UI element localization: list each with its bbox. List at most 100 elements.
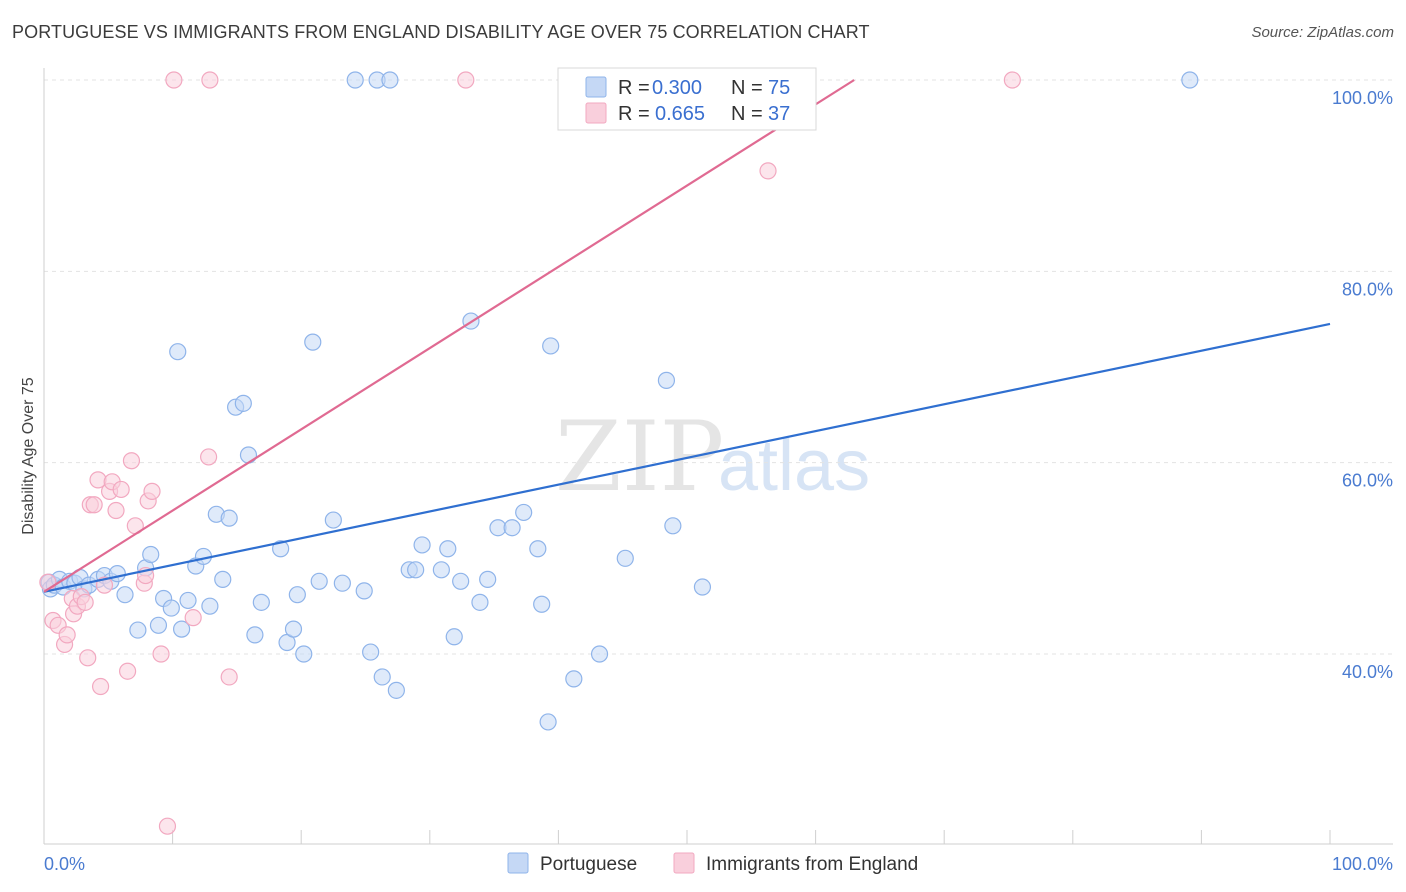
immigrants-from-england-point-28 xyxy=(158,817,177,835)
legend-n-label-2: N = xyxy=(731,103,763,125)
watermark: ZIP atlas xyxy=(555,401,870,513)
portuguese-point-15 xyxy=(129,621,147,639)
y-tick-label-100: 100.0% xyxy=(1332,88,1393,108)
portuguese-point-34 xyxy=(252,593,270,611)
portuguese-point-45 xyxy=(355,582,373,600)
portuguese-point-44 xyxy=(346,71,364,89)
immigrants-from-england-point-0 xyxy=(39,573,57,591)
portuguese-point-55 xyxy=(439,540,457,558)
bottom-legend-swatch-portuguese xyxy=(507,852,529,874)
portuguese-point-35 xyxy=(272,540,290,558)
legend-swatch-immigrants-from-england xyxy=(585,102,607,124)
portuguese-point-22 xyxy=(173,620,191,638)
immigrants-from-england-point-36 xyxy=(1003,71,1021,89)
portuguese-point-59 xyxy=(471,593,489,611)
bottom-legend-label-portuguese: Portuguese xyxy=(540,854,637,875)
portuguese-point-71 xyxy=(657,371,676,389)
portuguese-point-14 xyxy=(116,586,134,604)
portuguese-point-21 xyxy=(169,343,187,361)
portuguese-point-37 xyxy=(284,620,303,638)
portuguese-point-69 xyxy=(590,645,609,663)
legend-swatch-portuguese xyxy=(585,76,607,98)
watermark-zip: ZIP xyxy=(555,401,724,513)
immigrants-from-england-point-18 xyxy=(107,501,125,520)
portuguese-point-33 xyxy=(246,626,264,644)
portuguese-point-49 xyxy=(381,71,399,89)
y-axis-label: Disability Age Over 75 xyxy=(20,377,37,535)
portuguese-point-63 xyxy=(515,503,533,522)
portuguese-point-23 xyxy=(179,591,197,610)
portuguese-point-56 xyxy=(445,628,463,646)
chart-title: PORTUGUESE VS IMMIGRANTS FROM ENGLAND DI… xyxy=(12,22,870,42)
immigrants-from-england-point-34 xyxy=(457,71,475,89)
portuguese-point-17 xyxy=(142,545,160,564)
immigrants-from-england-point-27 xyxy=(152,645,170,663)
immigrants-from-england-point-20 xyxy=(118,662,137,680)
portuguese-point-73 xyxy=(693,578,712,596)
immigrants-from-england-point-19 xyxy=(112,480,130,499)
portuguese-point-20 xyxy=(162,599,180,617)
y-tick-labels: 40.0% 60.0% 80.0% 100.0% xyxy=(1332,88,1393,682)
legend-n-label-1: N = xyxy=(731,77,763,99)
y-tick-label-40: 40.0% xyxy=(1342,662,1393,682)
portuguese-point-66 xyxy=(539,713,557,731)
portuguese-point-46 xyxy=(362,643,380,661)
y-tick-label-60: 60.0% xyxy=(1342,471,1393,491)
legend-r-label-2: R = xyxy=(618,103,650,125)
immigrants-from-england-point-21 xyxy=(122,452,141,470)
portuguese-point-40 xyxy=(304,333,322,351)
legend-r-value-2: 0.665 xyxy=(655,103,705,125)
portuguese-point-50 xyxy=(387,681,405,699)
legend-r-label-1: R = xyxy=(618,77,650,99)
immigrants-from-england-point-35 xyxy=(759,162,777,180)
portuguese-point-52 xyxy=(407,561,425,579)
portuguese-point-72 xyxy=(664,517,682,535)
immigrants-from-england-point-29 xyxy=(165,71,183,89)
series-immigrants-from-england xyxy=(39,71,1021,835)
x-tick-label-max: 100.0% xyxy=(1332,854,1393,874)
portuguese-point-32 xyxy=(239,446,258,464)
bottom-legend-label-immigrants-from-england: Immigrants from England xyxy=(706,854,918,875)
bottom-legend-swatch-immigrants-from-england xyxy=(673,852,695,874)
trend-lines xyxy=(43,79,1331,593)
trend-line-portuguese xyxy=(43,322,1331,593)
immigrants-from-england-point-12 xyxy=(85,496,103,514)
immigrants-from-england-point-33 xyxy=(220,668,238,686)
trend-line-immigrants-from-england xyxy=(43,79,855,593)
immigrants-from-england-point-14 xyxy=(91,677,110,696)
legend-n-value-2: 37 xyxy=(768,103,790,125)
portuguese-point-67 xyxy=(542,337,560,355)
portuguese-point-68 xyxy=(565,670,583,688)
immigrants-from-england-point-4 xyxy=(58,626,76,644)
immigrants-from-england-point-10 xyxy=(79,649,97,667)
series-legend: Portuguese Immigrants from England xyxy=(507,852,918,875)
portuguese-point-38 xyxy=(288,586,306,604)
portuguese-point-64 xyxy=(529,540,547,558)
portuguese-point-13 xyxy=(108,565,126,583)
portuguese-point-54 xyxy=(432,561,450,579)
legend-r-value-1: 0.300 xyxy=(652,77,702,99)
portuguese-point-57 xyxy=(452,572,470,590)
portuguese-point-41 xyxy=(310,572,328,590)
portuguese-point-43 xyxy=(333,574,351,592)
portuguese-point-48 xyxy=(373,668,391,686)
axes xyxy=(43,68,1393,845)
immigrants-from-england-point-9 xyxy=(76,593,94,611)
portuguese-point-29 xyxy=(220,509,238,527)
immigrants-from-england-point-30 xyxy=(184,609,202,627)
portuguese-point-65 xyxy=(533,595,551,613)
portuguese-point-62 xyxy=(503,519,521,537)
x-tick-label-min: 0.0% xyxy=(44,854,85,874)
portuguese-point-60 xyxy=(479,570,497,588)
immigrants-from-england-point-32 xyxy=(201,71,219,89)
portuguese-point-31 xyxy=(234,394,252,412)
portuguese-point-18 xyxy=(149,616,168,634)
portuguese-point-26 xyxy=(201,597,219,615)
portuguese-point-39 xyxy=(295,645,313,663)
portuguese-point-53 xyxy=(413,536,431,554)
y-tick-label-80: 80.0% xyxy=(1342,279,1393,299)
portuguese-point-70 xyxy=(616,549,634,567)
immigrants-from-england-point-31 xyxy=(200,448,218,466)
legend-n-value-1: 75 xyxy=(768,77,790,99)
watermark-atlas: atlas xyxy=(718,426,870,506)
